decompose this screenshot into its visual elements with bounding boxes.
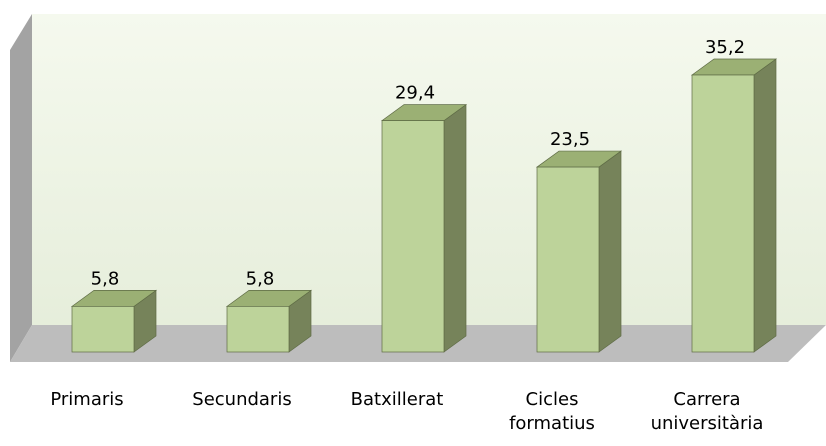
bar-side [598, 150, 622, 353]
side-wall [10, 14, 32, 362]
x-tick-label: Primaris [50, 389, 124, 410]
bar [691, 74, 755, 353]
bar-side [753, 58, 777, 353]
value-label: 5,8 [91, 268, 120, 289]
bar [71, 306, 135, 353]
value-label: 5,8 [246, 268, 275, 289]
x-tick-label: Secundaris [192, 389, 292, 410]
value-label: 29,4 [395, 83, 435, 104]
x-tick-label: Carrera universitària [650, 389, 764, 434]
bar [536, 166, 600, 353]
value-label: 23,5 [550, 129, 590, 150]
bar [381, 120, 445, 353]
x-tick-label: Cicles formatius [509, 389, 595, 434]
x-tick-label: Batxillerat [350, 389, 444, 410]
bar [226, 306, 290, 353]
bar-side [443, 103, 467, 353]
value-label: 35,2 [705, 37, 745, 58]
